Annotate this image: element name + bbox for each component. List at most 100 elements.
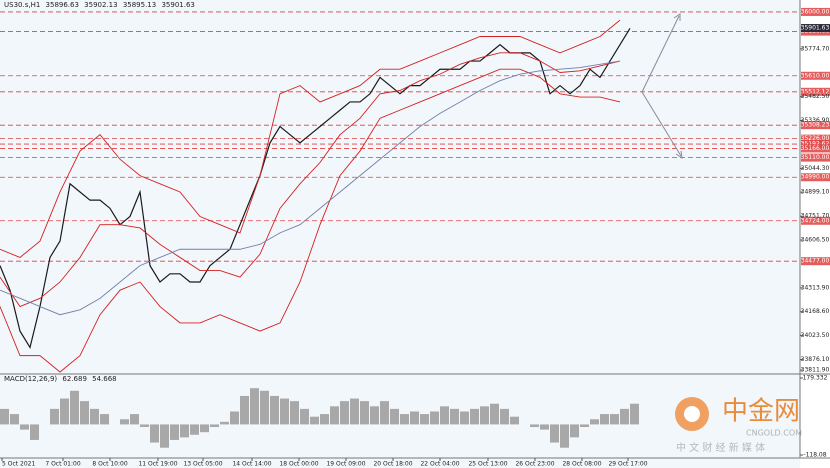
indicator-line <box>0 19 621 258</box>
macd-bar <box>570 424 579 438</box>
indicator-value: 62.689 <box>62 375 87 383</box>
y-tick-label: 34899.10 <box>801 189 830 196</box>
macd-bar <box>200 424 209 433</box>
macd-bar <box>480 406 489 425</box>
last-price-box <box>801 24 830 33</box>
macd-bar <box>530 424 539 428</box>
x-tick-label: 28 Oct 08:00 <box>562 461 601 468</box>
x-tick-label: 29 Oct 17:00 <box>608 461 647 468</box>
level-label: 34477.00 <box>801 258 830 265</box>
x-tick-label: 7 Oct 01:00 <box>45 461 80 468</box>
level-label-box <box>801 87 830 96</box>
tagline: 中 文 财 经 新 媒 体 <box>676 441 765 454</box>
indicator-line <box>0 52 621 308</box>
ohlc-value: 35895.13 <box>123 1 156 9</box>
y-tick-label: 34606.50 <box>801 237 830 244</box>
level-label: 35226.00 <box>801 135 830 142</box>
x-tick-label: 20 Oct 18:00 <box>373 461 412 468</box>
logo-inner <box>684 406 700 422</box>
level-label: 35192.62 <box>801 141 830 148</box>
brand: 中金网 <box>722 397 800 427</box>
symbol: US30.s,H1 <box>4 1 40 9</box>
macd-bar <box>360 401 369 425</box>
macd-bar <box>420 414 429 425</box>
level-label-box <box>801 71 830 80</box>
y-tick-label: 34313.90 <box>801 284 830 291</box>
macd-panel: 179.332 -118.08 5 Oct 2021 7 Oct 01:00 8 Oct… <box>0 375 828 468</box>
macd-bar <box>230 411 239 425</box>
macd-bar <box>320 414 329 425</box>
indicator-line <box>0 68 621 373</box>
indicator-line <box>0 60 621 316</box>
y-tick-label: 35336.90 <box>801 117 830 124</box>
macd-header: MACD(12,26,9) 62.689 54.668 <box>4 375 117 383</box>
ohlc-value: 35902.13 <box>84 1 117 9</box>
x-tick-label: 5 Oct 2021 <box>2 461 35 468</box>
macd-bar <box>270 395 279 425</box>
macd-bar <box>450 408 459 425</box>
ohlc-value: 35901.63 <box>161 1 194 9</box>
macd-bar <box>130 414 139 425</box>
projection-arrows <box>641 13 683 160</box>
macd-bar <box>190 424 199 435</box>
y-tick-label: 33811.90 <box>801 367 830 374</box>
macd-bar <box>620 408 629 425</box>
macd-bar <box>590 419 599 425</box>
level-label-box <box>801 144 830 153</box>
x-tick-label: 18 Oct 00:00 <box>279 461 318 468</box>
y-tick-label: 35774.70 <box>801 45 830 52</box>
level-label-box <box>801 216 830 225</box>
macd-bar <box>380 401 389 425</box>
macd-bar <box>100 414 109 425</box>
x-tick-label: 25 Oct 13:00 <box>468 461 507 468</box>
level-label-box <box>801 173 830 182</box>
macd-bar <box>440 406 449 425</box>
macd-bar <box>390 408 399 425</box>
macd-bar <box>310 416 319 425</box>
macd-bar <box>70 390 79 425</box>
macd-bar <box>30 424 39 440</box>
macd-bar <box>290 401 299 425</box>
y-tick-label: 34168.60 <box>801 308 830 315</box>
macd-bar <box>300 408 309 425</box>
x-tick-label: 22 Oct 04:00 <box>420 461 459 468</box>
level-label: 35512.12 <box>801 88 830 95</box>
y-tick-label: -118.08 <box>803 452 826 459</box>
macd-bar <box>170 424 179 440</box>
level-label-box <box>801 140 830 149</box>
macd-bar <box>370 406 379 425</box>
level-label-box <box>801 153 830 162</box>
macd-bar <box>460 411 469 425</box>
macd-bar <box>60 398 69 425</box>
arrow-head <box>673 13 681 21</box>
macd-bar <box>160 424 169 448</box>
macd-bar <box>140 424 149 428</box>
level-label: 34724.00 <box>801 217 830 224</box>
level-label-box <box>801 134 830 143</box>
watermark: 中金网 CNGOLD.COM 中 文 财 经 新 媒 体 <box>675 397 802 454</box>
macd-bar <box>560 424 569 448</box>
x-tick-label: 26 Oct 23:00 <box>515 461 554 468</box>
macd-bar <box>330 406 339 425</box>
y-tick-label: 35044.30 <box>801 165 830 172</box>
macd-bar <box>540 424 549 430</box>
level-label: 35308.23 <box>801 122 830 129</box>
macd-bar <box>210 424 219 428</box>
macd-bar <box>240 395 249 425</box>
y-tick-label: 35482.50 <box>801 93 830 100</box>
macd-bar <box>80 401 89 425</box>
macd-bar <box>150 424 159 443</box>
y-tick-label: 179.332 <box>803 375 828 382</box>
arrow-up <box>641 15 680 93</box>
macd-bar <box>90 408 99 425</box>
x-tick-label: 19 Oct 09:00 <box>326 461 365 468</box>
chart-header: US30.s,H1 35896.63 35902.13 35895.13 359… <box>4 1 195 9</box>
macd-bar <box>600 414 609 425</box>
site: CNGOLD.COM <box>746 429 802 438</box>
level-label: 35610.00 <box>801 72 830 79</box>
macd-bar <box>50 408 59 425</box>
macd-bar <box>0 408 9 425</box>
macd-bar <box>430 411 439 425</box>
level-label-box <box>801 121 830 130</box>
